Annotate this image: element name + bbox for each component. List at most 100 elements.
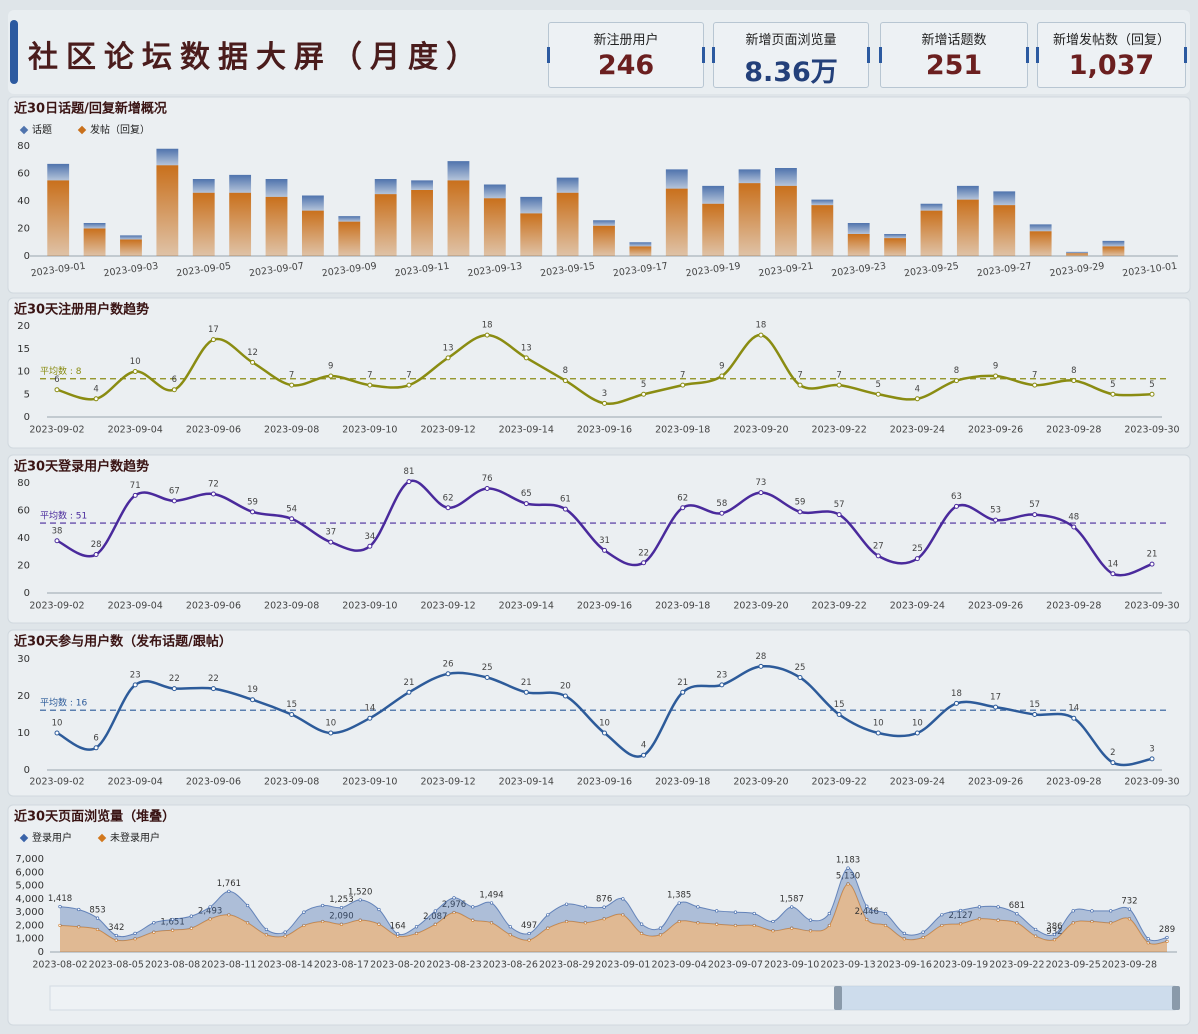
x-tick-label: 2023-09-06 (186, 601, 241, 612)
kpi-value: 1,037 (1068, 50, 1155, 81)
bar-segment (811, 205, 834, 256)
y-tick-label: 80 (17, 141, 30, 152)
data-label: 9 (328, 362, 333, 372)
data-label: 37 (325, 528, 336, 538)
point (264, 927, 268, 932)
data-label: 1,651 (160, 918, 184, 928)
point (752, 923, 756, 928)
y-tick-label: 80 (17, 478, 30, 489)
x-tick-label: 2023-09-08 (264, 601, 319, 612)
bar-segment (702, 203, 725, 256)
point (562, 378, 568, 384)
bar-segment (156, 148, 179, 166)
data-label: 27 (873, 541, 884, 551)
y-tick-label: 7,000 (15, 854, 44, 865)
data-label: 61 (560, 495, 571, 505)
point (523, 501, 529, 507)
point (640, 931, 644, 936)
point (484, 332, 490, 338)
point (658, 926, 663, 930)
point (733, 910, 738, 914)
data-label: 8 (954, 366, 959, 376)
point (562, 693, 568, 699)
data-label: 21 (677, 678, 688, 688)
data-label: 14 (1068, 704, 1079, 714)
data-label: 7 (289, 371, 294, 381)
x-tick-label: 2023-09-10 (342, 777, 397, 788)
point (484, 486, 490, 491)
point (1071, 378, 1077, 384)
data-label: 4 (93, 384, 98, 394)
bar-segment (520, 213, 543, 256)
point (1052, 932, 1057, 937)
bar-segment (447, 180, 470, 256)
legend-label: 登录用户 (32, 831, 72, 844)
point (58, 904, 62, 909)
bar-segment (301, 210, 324, 256)
point (1090, 919, 1094, 924)
x-tick-label: 2023-09-24 (890, 777, 945, 788)
point (377, 907, 381, 912)
data-label: 1,761 (217, 879, 241, 889)
x-tick-label: 2023-09-22 (989, 960, 1044, 971)
y-tick-label: 10 (17, 367, 30, 378)
point (489, 921, 494, 925)
data-label: 9 (993, 362, 998, 372)
point (1146, 941, 1150, 945)
x-tick-label: 2023-09-12 (420, 777, 475, 788)
data-label: 72 (208, 480, 219, 490)
y-tick-label: 1,000 (15, 934, 44, 945)
data-label: 10 (130, 357, 141, 367)
x-tick-label: 2023-09-18 (655, 425, 710, 436)
bar-segment (411, 180, 433, 190)
point (95, 927, 100, 932)
x-tick-label: 2023-08-23 (426, 960, 481, 971)
point (54, 387, 60, 393)
y-tick-label: 20 (17, 561, 30, 572)
y-tick-label: 0 (38, 947, 44, 958)
bar-segment (738, 169, 761, 184)
chart-title: 近30天登录用户数趋势 (14, 459, 149, 475)
point (133, 937, 137, 941)
x-tick-label: 2023-09-04 (652, 960, 707, 971)
data-label: 1,253 (329, 895, 353, 905)
point (227, 889, 231, 894)
point (827, 923, 831, 928)
point (1110, 760, 1116, 766)
zoom-handle[interactable] (834, 986, 842, 1010)
point (189, 914, 193, 918)
bar-segment (665, 188, 688, 256)
data-label: 10 (52, 719, 63, 729)
y-tick-label: 5 (24, 389, 30, 400)
point (993, 517, 999, 523)
point (546, 913, 550, 917)
x-tick-label: 2023-09-04 (108, 777, 163, 788)
legend-label: 发帖（回复） (90, 123, 150, 136)
x-tick-label: 2023-09-20 (733, 601, 788, 612)
data-label: 6 (54, 375, 59, 385)
point (875, 730, 881, 736)
data-label: 5 (876, 380, 881, 390)
average-label: 平均数 : 8 (40, 365, 82, 377)
x-tick-label: 2023-09-12 (420, 425, 475, 436)
y-tick-label: 20 (17, 224, 30, 235)
bar-segment (702, 185, 725, 204)
bar-segment (374, 179, 397, 195)
bar-segment (556, 177, 579, 193)
x-tick-label: 2023-09-16 (577, 601, 632, 612)
data-label: 932 (1046, 927, 1062, 937)
x-tick-label: 2023-09-28 (1102, 960, 1157, 971)
point (715, 922, 719, 926)
data-label: 63 (951, 492, 962, 502)
zoom-handle[interactable] (1172, 986, 1180, 1010)
y-tick-label: 3,000 (15, 907, 44, 918)
bar-segment (265, 196, 288, 256)
x-tick-label: 2023-09-28 (1046, 601, 1101, 612)
point (1165, 939, 1169, 943)
x-tick-label: 2023-08-05 (89, 960, 144, 971)
chart-title: 近30天注册用户数趋势 (14, 302, 149, 318)
x-tick-label: 2023-09-18 (655, 777, 710, 788)
point (210, 337, 216, 343)
kpi-card: 新注册用户 246 (547, 22, 705, 88)
point (836, 712, 842, 717)
